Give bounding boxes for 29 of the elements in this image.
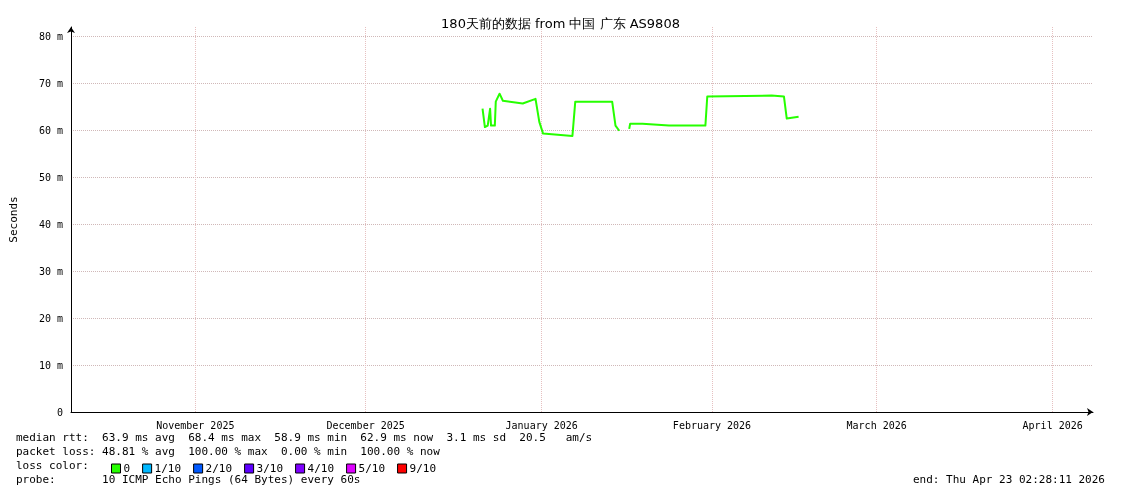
y-tick-label: 80 m xyxy=(38,30,63,42)
y-axis-title: Seconds xyxy=(7,196,20,243)
x-tick-label: December 2025 xyxy=(326,419,405,431)
legend-label: 1/10 xyxy=(154,462,182,475)
legend-label: 9/10 xyxy=(409,462,437,475)
y-tick-label: 40 m xyxy=(38,218,63,230)
y-tick-label: 30 m xyxy=(38,265,63,277)
legend-label: 3/10 xyxy=(256,462,284,475)
y-tick-label: 50 m xyxy=(38,171,63,183)
x-tick-label: March 2026 xyxy=(846,419,907,431)
legend-label: 4/10 xyxy=(307,462,335,475)
x-tick-label: February 2026 xyxy=(672,419,752,431)
x-tick-label: April 2026 xyxy=(1022,419,1083,431)
text: median rtt: 63.9 ms avg 68.4 ms max 58.9 ms min 62.9 ms now 3.1 ms sd 20.5 am/s xyxy=(16,431,593,444)
x-tick-label: November 2025 xyxy=(156,419,235,431)
legend-label: 5/10 xyxy=(358,462,386,475)
text: packet loss: 48.81 % avg 100.00 % max 0.00 % min 100.00 % now xyxy=(16,445,441,458)
y-tick-label: 70 m xyxy=(38,77,63,89)
y-tick-label: 20 m xyxy=(38,312,63,324)
text: probe: 10 ICMP Echo Pings (64 Bytes) every 60s xyxy=(16,473,361,486)
chart-title: 180天前的数据 from 中国 广东 AS9808 xyxy=(441,16,680,31)
y-tick-label: 10 m xyxy=(38,359,63,371)
y-tick-label: 0 xyxy=(56,406,63,418)
legend-title: loss color: xyxy=(16,459,89,472)
legend-label: 0 xyxy=(123,462,131,475)
y-tick-label: 60 m xyxy=(38,124,63,136)
x-tick-label: January 2026 xyxy=(505,419,578,431)
legend-label: 2/10 xyxy=(205,462,233,475)
text: end: Thu Apr 23 02:28:11 2026 xyxy=(912,473,1105,486)
